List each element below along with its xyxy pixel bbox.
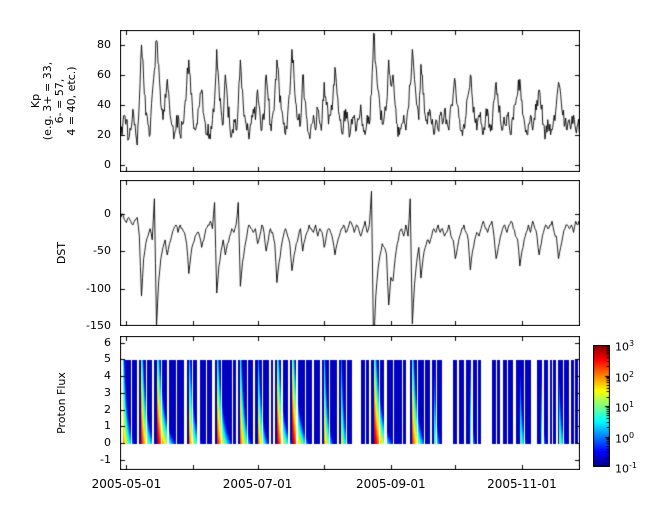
- x-tick-label: 2005-11-01: [487, 477, 557, 491]
- colorbar: [593, 345, 610, 467]
- kp-ytick-label: 0: [104, 157, 111, 171]
- kp-line-chart: [120, 30, 580, 172]
- colorbar-tick-label: 102: [615, 369, 635, 385]
- dst-ytick-label: 0: [104, 206, 111, 220]
- dst-line-chart: [120, 180, 580, 326]
- x-tick-label: 2005-09-01: [355, 477, 426, 491]
- proton-ytick-label: 1: [104, 419, 111, 433]
- proton-flux-heatmap: [120, 336, 580, 470]
- proton-ytick-label: -1: [100, 452, 111, 466]
- colorbar-tick-label: 100: [615, 430, 635, 446]
- dst-ytick-label: -50: [93, 244, 111, 258]
- proton-ytick-label: 6: [104, 335, 111, 349]
- kp-ytick-label: 80: [97, 37, 111, 51]
- proton-flux-axis-label: Proton Flux: [55, 372, 68, 434]
- proton-ytick-label: 4: [104, 369, 111, 383]
- kp-axis-label: Kp (e.g. 3+ = 33, 6- = 57, 4 = 40, etc.): [29, 61, 78, 141]
- colorbar-tick-label: 103: [615, 339, 635, 354]
- dst-ytick-label: -150: [86, 319, 111, 332]
- dst-ytick-label: -100: [86, 281, 111, 295]
- proton-ytick-label: 2: [104, 402, 111, 416]
- proton-ytick-label: 3: [104, 385, 111, 399]
- proton-ytick-label: 0: [104, 436, 111, 450]
- colorbar-tick-label: 10-1: [615, 461, 637, 476]
- dst-axis-label: DST: [55, 241, 68, 265]
- colorbar-tick-label: 101: [615, 400, 635, 415]
- x-tick-label: 2005-07-01: [222, 477, 293, 491]
- x-tick-label: 2005-05-01: [91, 477, 162, 491]
- proton-ytick-label: 5: [104, 352, 111, 366]
